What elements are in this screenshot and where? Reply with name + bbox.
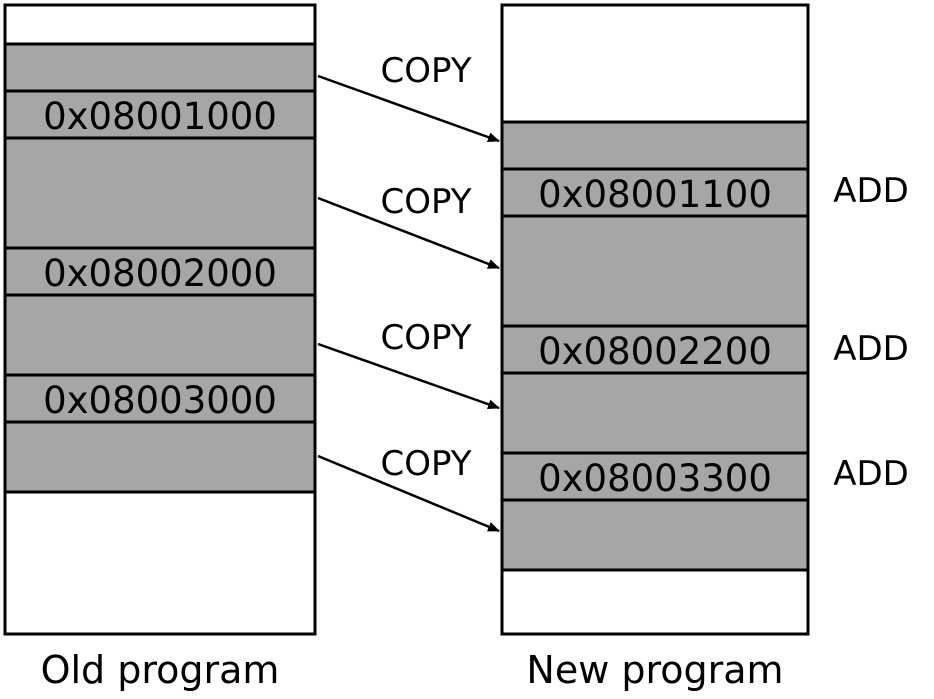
old-address-2: 0x08002000	[43, 252, 277, 295]
copy-arrow-3	[317, 342, 500, 410]
copy-label-4: COPY	[380, 444, 471, 484]
new-address-1: 0x08001100	[538, 173, 772, 216]
old-code-block-3	[3, 293, 317, 377]
new-address-3: 0x08003300	[538, 457, 772, 500]
add-labels: ADD ADD ADD	[833, 171, 909, 494]
new-address-cell-3	[500, 451, 810, 502]
copy-label-2: COPY	[380, 182, 471, 222]
copy-arrow-1	[317, 74, 500, 143]
new-code-block-1	[500, 120, 810, 171]
old-address-1: 0x08001000	[43, 95, 277, 138]
old-program-caption: Old program	[41, 648, 280, 692]
copy-arrow-4	[317, 454, 500, 533]
new-program: 0x08001100 0x08002200 0x08003300 New pro…	[500, 3, 810, 692]
copy-label-1: COPY	[380, 51, 471, 91]
add-label-2: ADD	[833, 329, 909, 369]
old-program: 0x08001000 0x08002000 0x08003000 Old pro…	[3, 3, 317, 692]
new-address-cell-1	[500, 167, 810, 218]
old-address-cell-3	[3, 373, 317, 424]
new-code-block-4	[500, 498, 810, 572]
old-code-block-1	[3, 42, 317, 93]
old-code-block-2	[3, 136, 317, 250]
new-program-caption: New program	[526, 648, 783, 692]
old-code-block-4	[3, 420, 317, 494]
copy-arrow-2	[317, 196, 500, 270]
new-address-2: 0x08002200	[538, 330, 772, 373]
copy-label-3: COPY	[380, 318, 471, 358]
add-label-1: ADD	[833, 171, 909, 211]
old-address-3: 0x08003000	[43, 379, 277, 422]
new-code-block-3	[500, 371, 810, 455]
add-label-3: ADD	[833, 454, 909, 494]
new-code-block-2	[500, 214, 810, 328]
copy-arrows: COPY COPY COPY COPY	[317, 51, 500, 533]
